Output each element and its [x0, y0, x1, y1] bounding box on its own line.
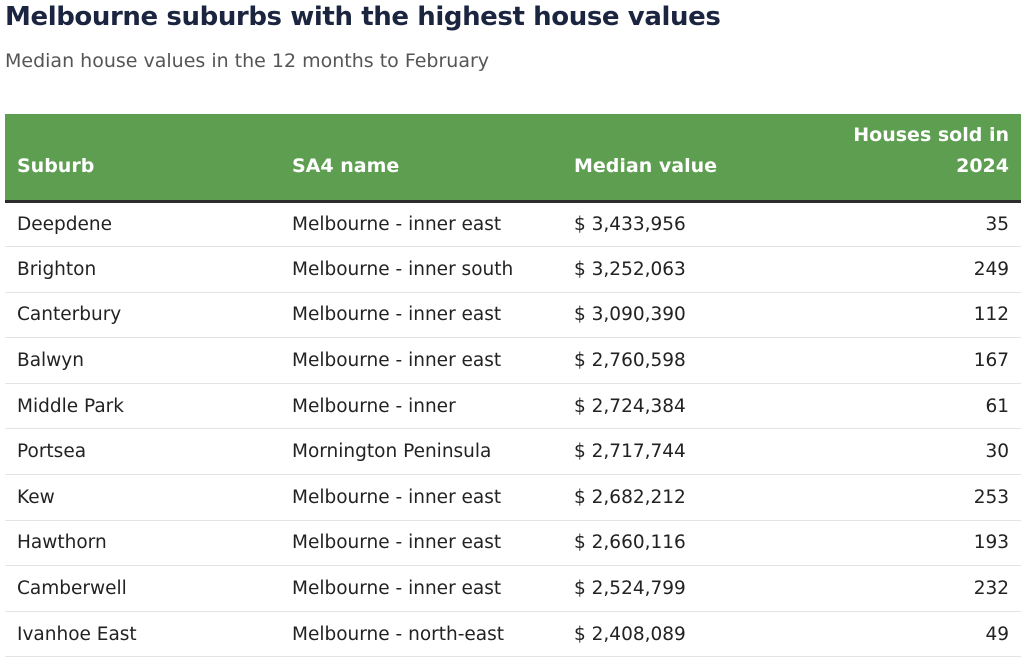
cell-suburb: Balwyn	[5, 337, 280, 384]
table-header-row: Suburb SA4 name Median value Houses sold…	[5, 114, 1021, 203]
cell-houses-sold: 253	[802, 474, 1021, 521]
table-row: Kew Melbourne - inner east $ 2,682,212 253	[5, 474, 1021, 521]
chart-subtitle: Median house values in the 12 months to …	[5, 50, 490, 72]
cell-median-value: $ 3,090,390	[562, 292, 802, 339]
cell-sa4-name: Melbourne - inner	[280, 383, 562, 430]
house-values-table: Suburb SA4 name Median value Houses sold…	[5, 114, 1021, 658]
cell-sa4-name: Melbourne - inner east	[280, 292, 562, 339]
cell-houses-sold: 61	[802, 383, 1021, 430]
cell-sa4-name: Melbourne - north-east	[280, 611, 562, 658]
cell-median-value: $ 2,724,384	[562, 383, 802, 430]
cell-suburb: Hawthorn	[5, 520, 280, 567]
cell-sa4-name: Melbourne - inner east	[280, 337, 562, 384]
cell-houses-sold: 35	[802, 201, 1021, 248]
table-row: Portsea Mornington Peninsula $ 2,717,744 30	[5, 428, 1021, 476]
cell-median-value: $ 2,717,744	[562, 428, 802, 476]
cell-suburb: Deepdene	[5, 201, 280, 248]
table-row: Balwyn Melbourne - inner east $ 2,760,598 1…	[5, 337, 1021, 384]
cell-sa4-name: Mornington Peninsula	[280, 428, 562, 476]
cell-houses-sold: 232	[802, 565, 1021, 612]
cell-houses-sold: 167	[802, 337, 1021, 384]
table-body: Deepdene Melbourne - inner east $ 3,433,95…	[5, 201, 1021, 658]
cell-sa4-name: Melbourne - inner east	[280, 520, 562, 567]
column-header-houses-sold[interactable]: Houses sold in 2024	[802, 114, 1021, 203]
cell-suburb: Canterbury	[5, 292, 280, 339]
chart-title: Melbourne suburbs with the highest house…	[5, 2, 721, 32]
column-header-median-value[interactable]: Median value	[562, 114, 802, 203]
table-row: Hawthorn Melbourne - inner east $ 2,660,11…	[5, 520, 1021, 567]
table-row: Middle Park Melbourne - inner $ 2,724,384 6…	[5, 383, 1021, 430]
cell-houses-sold: 249	[802, 246, 1021, 293]
cell-suburb: Portsea	[5, 428, 280, 476]
cell-suburb: Middle Park	[5, 383, 280, 430]
cell-median-value: $ 3,433,956	[562, 201, 802, 248]
cell-median-value: $ 2,408,089	[562, 611, 802, 658]
cell-median-value: $ 2,660,116	[562, 520, 802, 567]
cell-suburb: Brighton	[5, 246, 280, 293]
cell-median-value: $ 2,524,799	[562, 565, 802, 612]
cell-sa4-name: Melbourne - inner south	[280, 246, 562, 293]
cell-median-value: $ 3,252,063	[562, 246, 802, 293]
cell-sa4-name: Melbourne - inner east	[280, 474, 562, 521]
table-row: Ivanhoe East Melbourne - north-east $ 2,40…	[5, 611, 1021, 658]
table-row: Camberwell Melbourne - inner east $ 2,524,…	[5, 565, 1021, 612]
table-row: Canterbury Melbourne - inner east $ 3,090,…	[5, 292, 1021, 339]
cell-sa4-name: Melbourne - inner east	[280, 565, 562, 612]
cell-houses-sold: 112	[802, 292, 1021, 339]
cell-suburb: Kew	[5, 474, 280, 521]
cell-median-value: $ 2,760,598	[562, 337, 802, 384]
column-header-suburb[interactable]: Suburb	[5, 114, 280, 203]
cell-houses-sold: 49	[802, 611, 1021, 658]
cell-sa4-name: Melbourne - inner east	[280, 201, 562, 248]
table-row: Deepdene Melbourne - inner east $ 3,433,95…	[5, 201, 1021, 248]
cell-suburb: Ivanhoe East	[5, 611, 280, 658]
cell-houses-sold: 30	[802, 428, 1021, 476]
column-header-sa4-name[interactable]: SA4 name	[280, 114, 562, 203]
table-row: Brighton Melbourne - inner south $ 3,252,0…	[5, 246, 1021, 293]
cell-suburb: Camberwell	[5, 565, 280, 612]
cell-houses-sold: 193	[802, 520, 1021, 567]
cell-median-value: $ 2,682,212	[562, 474, 802, 521]
